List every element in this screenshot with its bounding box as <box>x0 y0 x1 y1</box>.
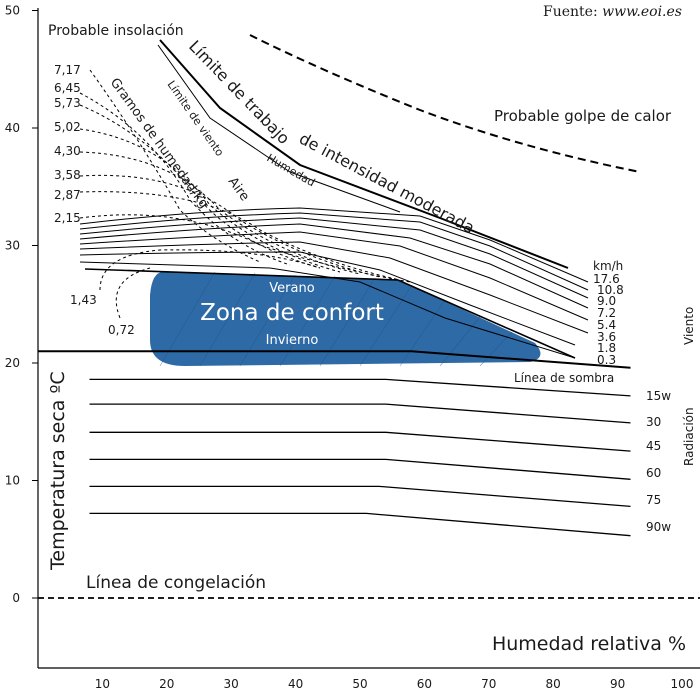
axis-ticks <box>32 10 38 599</box>
series-line-línea-de-sombra <box>38 350 631 369</box>
x-axis-title: Humedad relativa % <box>492 633 686 655</box>
wind-value-label: 5.4 <box>597 318 616 332</box>
moisture-value-label: 1,43 <box>70 293 97 307</box>
series-line-15w <box>89 378 631 397</box>
moisture-value-label: 6,45 <box>54 81 81 95</box>
wind-value-label: 3.6 <box>597 330 616 344</box>
work-limit-label-2: de intensidad moderada <box>296 129 478 238</box>
zone-main-label: Zona de confort <box>200 300 384 326</box>
y-axis-title: Temperatura seca ºC <box>47 371 69 571</box>
zone-summer-label: Verano <box>269 281 314 296</box>
moisture-value-label: 2,15 <box>54 211 81 225</box>
x-tick-label: 50 <box>352 677 367 691</box>
moisture-label-2: Aire <box>225 175 252 204</box>
y-tick-label: 20 <box>5 356 20 370</box>
x-tick-label: 60 <box>417 677 432 691</box>
heatstroke-curve <box>249 34 641 173</box>
comfort-zone <box>150 272 541 366</box>
wind-value-label: 7.2 <box>597 306 616 320</box>
radiation-series <box>38 350 631 537</box>
moisture-value-label: 5,02 <box>54 120 81 134</box>
x-tick-label: 70 <box>481 677 496 691</box>
wind-lines <box>79 207 589 359</box>
series-line-30 <box>89 403 631 424</box>
x-tick-label: 30 <box>224 677 239 691</box>
source-site: www.eoi.es <box>602 4 682 20</box>
insolation-label: Probable insolación <box>48 23 184 39</box>
series-line-60 <box>89 458 631 480</box>
wind-side-label: Viento <box>682 307 696 345</box>
series-line-90w <box>89 512 631 537</box>
humidity-label: Humedad <box>265 151 318 189</box>
x-tick-labels: 10 20 30 40 50 60 70 80 90 100 <box>95 677 694 691</box>
y-tick-label: 40 <box>5 121 20 135</box>
wind-value-labels: 17.610.89.07.25.43.61.80.3 <box>593 272 624 367</box>
moisture-value-label: 2,87 <box>54 188 81 202</box>
wind-value-label: 0.3 <box>597 353 616 367</box>
axes <box>37 8 700 669</box>
radiation-value-labels: 15w 30 45 60 75 90w <box>646 389 671 534</box>
moisture-label-1: Gramos de humedad/kg <box>107 76 211 212</box>
x-tick-label: 90 <box>610 677 625 691</box>
wind-value-label: 1.8 <box>597 341 616 355</box>
y-tick-labels: 0 10 20 30 40 50 <box>5 4 20 606</box>
shade-line-label: Línea de sombra <box>514 371 614 385</box>
radiation-value-label: 75 <box>646 493 661 507</box>
freezing-label: Línea de congelación <box>86 573 266 593</box>
wind-value-label: 17.6 <box>593 272 620 286</box>
source-credit: Fuente: www.eoi.es <box>543 4 682 20</box>
y-tick-label: 50 <box>5 4 20 18</box>
wind-limit-line <box>157 44 401 213</box>
radiation-side-label: Radiación <box>682 407 696 466</box>
radiation-value-label: 60 <box>646 466 661 480</box>
wind-unit-label: km/h <box>593 259 623 273</box>
y-tick-label: 10 <box>5 474 20 488</box>
zone-winter-label: Invierno <box>266 333 319 348</box>
radiation-value-label: 15w <box>646 389 671 403</box>
x-tick-label: 100 <box>671 677 694 691</box>
wind-limit-label: Límite de viento <box>165 78 227 159</box>
moisture-lines <box>79 69 411 319</box>
work-limit-line <box>159 39 569 269</box>
radiation-value-label: 90w <box>646 520 671 534</box>
x-tick-label: 40 <box>288 677 303 691</box>
wind-value-label: 10.8 <box>597 283 624 297</box>
source-prefix: Fuente: <box>543 4 602 20</box>
series-line-45 <box>89 431 631 452</box>
moisture-value-label: 7,17 <box>54 63 81 77</box>
moisture-value-label: 3,58 <box>54 168 81 182</box>
series-line-75 <box>89 485 631 508</box>
wind-value-label: 9.0 <box>597 294 616 308</box>
y-tick-label: 30 <box>5 239 20 253</box>
radiation-value-label: 45 <box>646 439 661 453</box>
moisture-value-labels: 7,17 6,455,73 5,02 4,30 3,58 2,87 2,15 1,43 0,72 <box>54 63 135 337</box>
heatstroke-label: Probable golpe de calor <box>494 107 672 125</box>
radiation-value-label: 30 <box>646 415 661 429</box>
x-tick-label: 10 <box>95 677 110 691</box>
y-tick-label: 0 <box>12 591 20 605</box>
moisture-value-label: 5,73 <box>54 96 81 110</box>
x-tick-label: 80 <box>546 677 561 691</box>
moisture-value-label: 0,72 <box>108 323 135 337</box>
comfort-upper-boundary <box>84 268 576 359</box>
x-tick-label: 20 <box>159 677 174 691</box>
moisture-value-label: 4,30 <box>54 144 81 158</box>
